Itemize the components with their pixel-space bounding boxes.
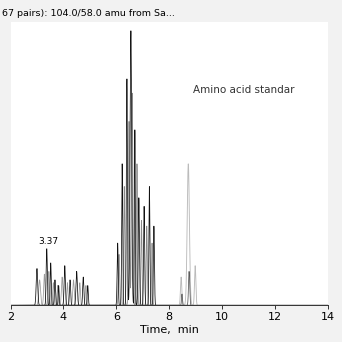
Text: Amino acid standar: Amino acid standar: [193, 85, 294, 95]
Text: 67 pairs): 104.0/58.0 amu from Sa...: 67 pairs): 104.0/58.0 amu from Sa...: [2, 9, 174, 17]
Text: 3.37: 3.37: [38, 237, 58, 247]
X-axis label: Time,  min: Time, min: [140, 325, 199, 335]
